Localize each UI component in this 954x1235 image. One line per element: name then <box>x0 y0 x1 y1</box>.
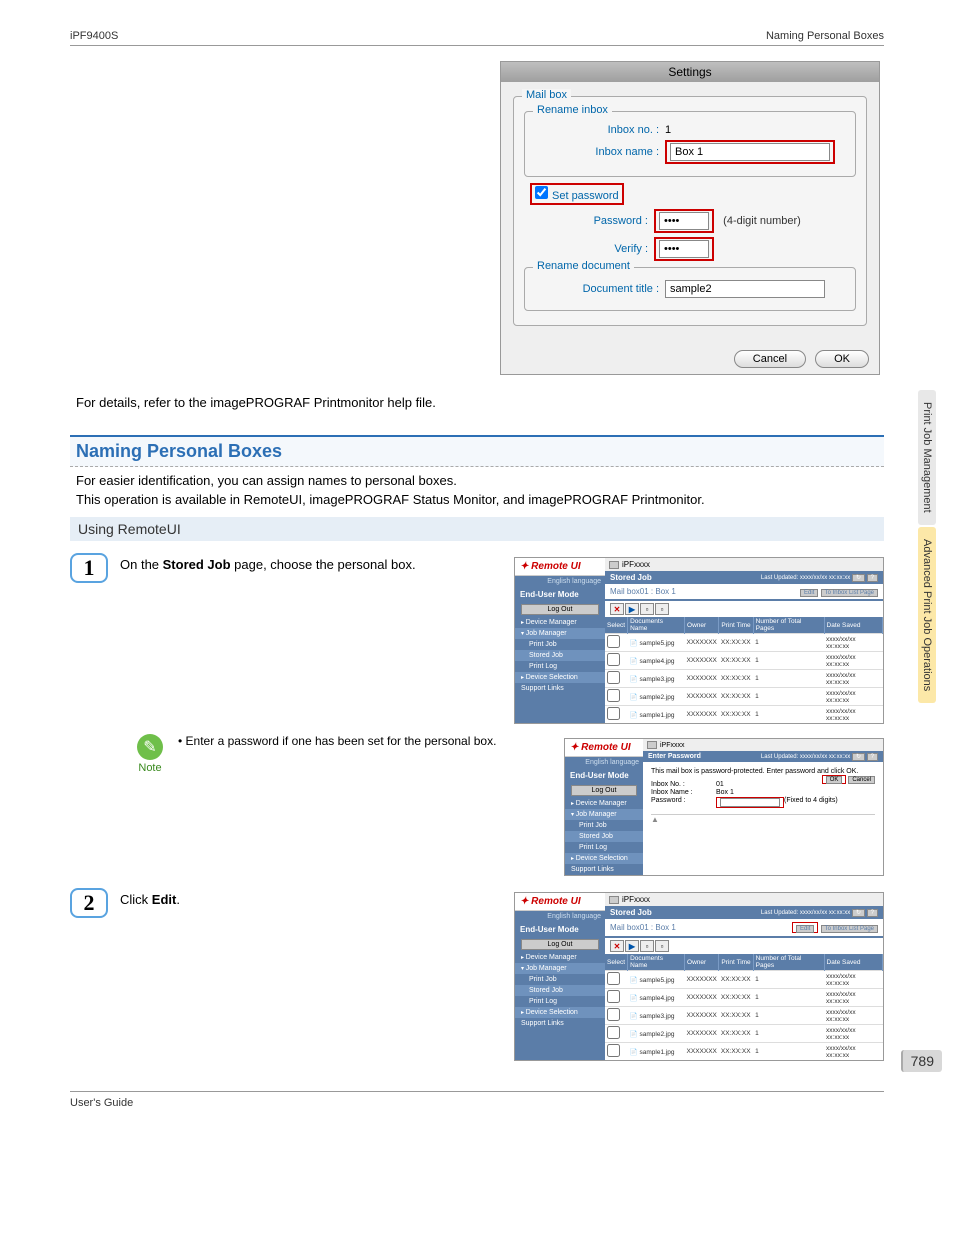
table-row: 📄 sample5.jpgXXXXXXXXX:XX:XX1xxxx/xx/xx … <box>605 634 883 652</box>
nav-device[interactable]: Device Manager <box>515 617 605 628</box>
side-tab-1: Print Job Management <box>918 390 936 525</box>
tool-icon-1[interactable]: ▫ <box>640 603 654 615</box>
nav-jobmgr[interactable]: Job Manager <box>515 628 605 639</box>
play-icon[interactable]: ▶ <box>625 603 639 615</box>
header-right: Naming Personal Boxes <box>766 30 884 42</box>
pwd-ok-button[interactable]: OK <box>826 776 843 784</box>
edit-button[interactable]: Edit <box>800 589 818 597</box>
settings-titlebar: Settings <box>501 62 879 82</box>
verify-label: Verify : <box>524 243 654 255</box>
step-1-badge: 1 <box>70 553 108 583</box>
intro-1: For easier identification, you can assig… <box>76 473 878 488</box>
inbox-no-value: 1 <box>665 124 845 136</box>
subheading: Using RemoteUI <box>70 517 884 541</box>
nav-support[interactable]: Support Links <box>515 683 605 694</box>
page-footer: User's Guide <box>70 1091 884 1109</box>
note-text: • Enter a password if one has been set f… <box>178 734 556 748</box>
verify-field[interactable] <box>659 240 709 258</box>
logout-button[interactable]: Log Out <box>521 604 599 615</box>
set-password-label: Set password <box>552 190 619 202</box>
table-row: 📄 sample1.jpgXXXXXXXXX:XX:XX1xxxx/xx/xx … <box>605 706 883 724</box>
mailbox-label: Mail box <box>522 89 571 101</box>
box-title: Mail box01 : Box 1 <box>610 587 676 596</box>
page-number: 789 <box>901 1050 942 1072</box>
inbox-name-field[interactable] <box>670 143 830 161</box>
rename-inbox-label: Rename inbox <box>533 104 612 116</box>
tool-icon-2[interactable]: ▫ <box>655 603 669 615</box>
remoteui-edit-screenshot: ✦ Remote UI English language End-User Mo… <box>514 892 884 1061</box>
set-password-checkbox[interactable] <box>535 186 548 199</box>
side-tabs: Print Job Management Advanced Print Job … <box>918 390 936 705</box>
section-title: Naming Personal Boxes <box>70 437 884 467</box>
page-header: iPF9400S Naming Personal Boxes <box>70 30 884 46</box>
rename-doc-label: Rename document <box>533 260 634 272</box>
note-label: Note <box>130 762 170 774</box>
cancel-button[interactable]: Cancel <box>734 350 806 368</box>
help-icon[interactable]: ? <box>867 574 878 582</box>
step-2-badge: 2 <box>70 888 108 918</box>
password-field[interactable] <box>659 212 709 230</box>
password-label: Password : <box>524 215 654 227</box>
edit-button-highlighted[interactable]: Edit <box>796 925 814 933</box>
footer-left: User's Guide <box>70 1097 133 1109</box>
details-text: For details, refer to the imagePROGRAF P… <box>76 395 878 410</box>
remoteui-password-screenshot: ✦ Remote UI English language End-User Mo… <box>564 738 884 876</box>
pwd-input[interactable] <box>720 798 780 807</box>
inbox-list-button[interactable]: To Inbox List Page <box>821 589 878 597</box>
table-row: 📄 sample3.jpgXXXXXXXXX:XX:XX1xxxx/xx/xx … <box>605 670 883 688</box>
doc-title-field[interactable] <box>665 280 825 298</box>
doc-title-label: Document title : <box>535 283 665 295</box>
settings-dialog: Settings Mail box Rename inbox Inbox no.… <box>500 61 880 375</box>
delete-icon[interactable]: ✕ <box>610 603 624 615</box>
table-row: 📄 sample4.jpgXXXXXXXXX:XX:XX1xxxx/xx/xx … <box>605 652 883 670</box>
step-2-text: Click Edit. <box>120 888 514 907</box>
printer-icon <box>609 561 619 569</box>
note-icon: ✎ <box>137 734 163 760</box>
stored-job-table: SelectDocuments NameOwnerPrint TimeNumbe… <box>605 617 883 723</box>
nav-storedjob[interactable]: Stored Job <box>515 650 605 661</box>
ok-button[interactable]: OK <box>815 350 869 368</box>
inbox-name-label: Inbox name : <box>535 146 665 158</box>
password-hint: (4-digit number) <box>723 215 801 227</box>
side-tab-2: Advanced Print Job Operations <box>918 527 936 703</box>
pwd-cancel-button[interactable]: Cancel <box>848 776 875 784</box>
step-1-text: On the Stored Job page, choose the perso… <box>120 553 514 572</box>
inbox-no-label: Inbox no. : <box>535 124 665 136</box>
refresh-icon[interactable]: ↻ <box>852 574 865 582</box>
intro-2: This operation is available in RemoteUI,… <box>76 492 878 507</box>
header-left: iPF9400S <box>70 30 118 42</box>
table-row: 📄 sample2.jpgXXXXXXXXX:XX:XX1xxxx/xx/xx … <box>605 688 883 706</box>
nav-devsel[interactable]: Device Selection <box>515 672 605 683</box>
nav-printjob[interactable]: Print Job <box>515 639 605 650</box>
remoteui-storedjob-screenshot: ✦ Remote UI English language End-User Mo… <box>514 557 884 724</box>
nav-printlog[interactable]: Print Log <box>515 661 605 672</box>
